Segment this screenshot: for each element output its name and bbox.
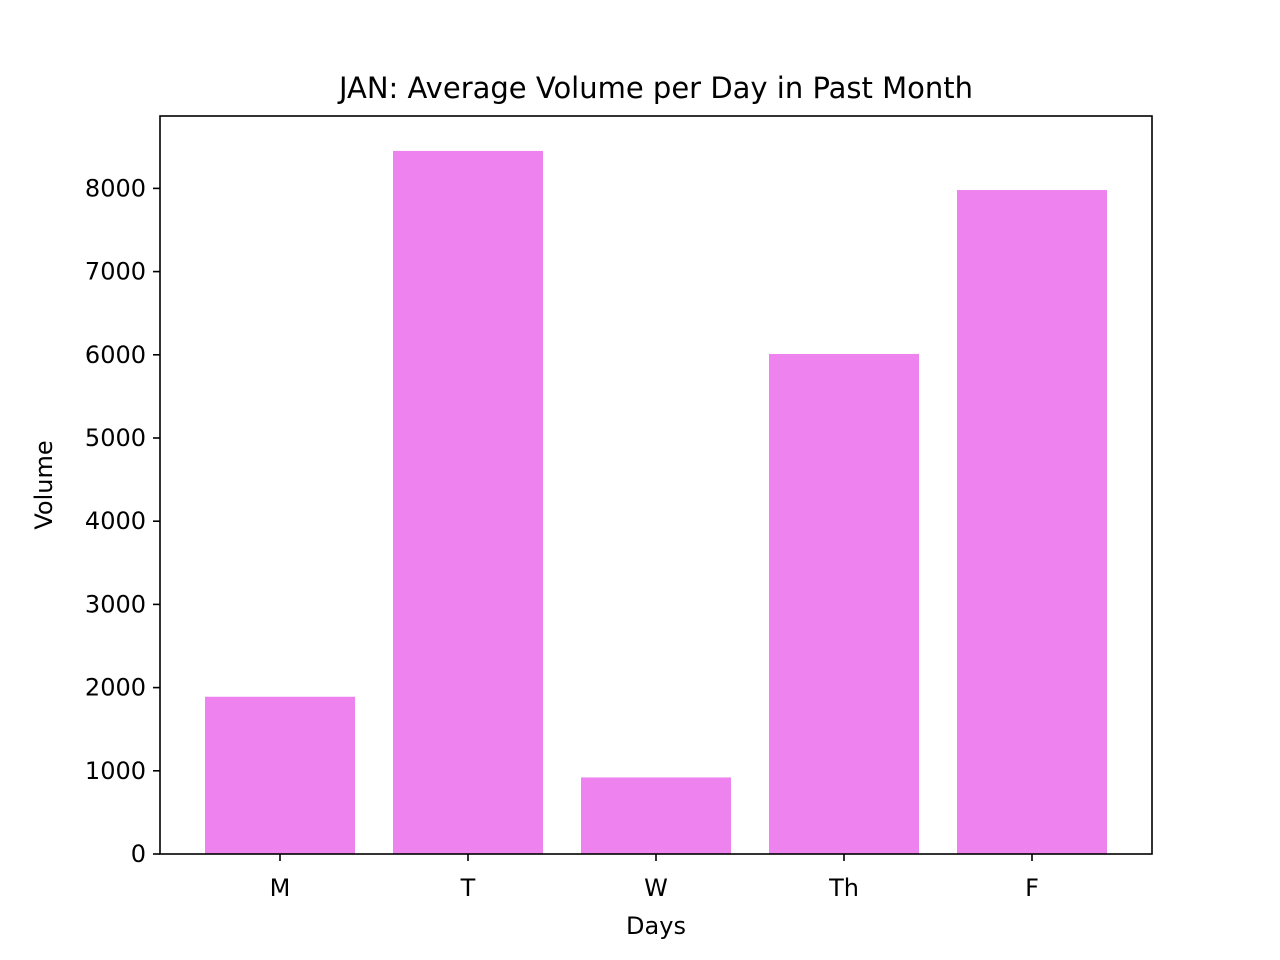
x-axis: M T W Th F <box>270 854 1039 902</box>
x-tick-label: M <box>270 874 291 902</box>
y-tick-label: 8000 <box>85 174 146 202</box>
y-tick-label: 5000 <box>85 424 146 452</box>
y-tick-label: 3000 <box>85 590 146 618</box>
bar-f <box>957 190 1107 854</box>
y-tick-label: 2000 <box>85 674 146 702</box>
x-tick-label: T <box>460 874 476 902</box>
y-tick-label: 0 <box>131 840 146 868</box>
y-axis: 0 1000 2000 3000 4000 5000 6000 7000 8000 <box>85 174 160 868</box>
y-axis-label: Volume <box>30 440 58 529</box>
bar-group <box>205 150 1107 854</box>
bar-t <box>393 150 543 854</box>
y-tick-label: 6000 <box>85 341 146 369</box>
bar-m <box>205 696 355 854</box>
x-tick-label: W <box>644 874 668 902</box>
x-tick-label: Th <box>828 874 859 902</box>
y-tick-label: 7000 <box>85 258 146 286</box>
plot-area <box>159 115 1153 855</box>
y-tick-label: 1000 <box>85 757 146 785</box>
bar-th <box>769 353 919 854</box>
y-tick-label: 4000 <box>85 507 146 535</box>
chart-title: JAN: Average Volume per Day in Past Mont… <box>337 71 973 105</box>
x-axis-label: Days <box>626 912 686 940</box>
x-tick-label: F <box>1025 874 1039 902</box>
bar-w <box>581 777 731 854</box>
